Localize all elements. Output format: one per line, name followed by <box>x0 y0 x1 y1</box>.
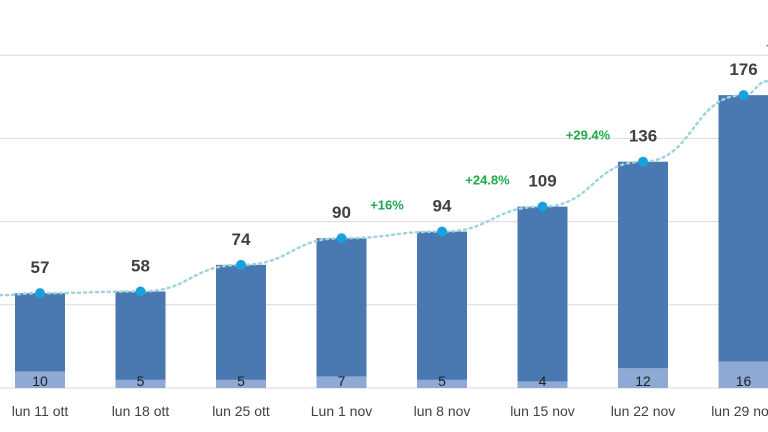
bar-total <box>115 291 166 388</box>
total-label: 94 <box>433 197 452 216</box>
x-tick-label: lun 15 nov <box>510 403 575 419</box>
trend-marker <box>738 90 749 101</box>
inner-label: 16 <box>736 373 752 389</box>
x-tick-label: Lun 1 nov <box>311 403 373 419</box>
x-tick-label: lun 8 nov <box>414 403 471 419</box>
total-label: 109 <box>528 172 556 191</box>
bar-inner <box>216 379 266 388</box>
bar-inner <box>417 379 467 388</box>
growth-label: +24.8% <box>465 173 510 188</box>
inner-label: 5 <box>438 373 446 389</box>
inner-label: 5 <box>237 373 245 389</box>
inner-label: 10 <box>32 373 48 389</box>
trend-line <box>0 79 768 299</box>
growth-label: +1 <box>766 38 768 53</box>
bar-total <box>316 238 367 388</box>
bar-total <box>718 95 768 389</box>
total-label: 74 <box>232 230 251 249</box>
trend-marker <box>437 226 447 237</box>
trend-marker <box>336 233 347 244</box>
total-label: 57 <box>31 258 50 277</box>
x-tick-label: lun 22 nov <box>611 403 676 419</box>
bar-inner <box>517 381 568 388</box>
bar-total <box>216 264 266 388</box>
total-label: 90 <box>332 203 351 222</box>
bar-total <box>417 231 467 388</box>
total-label: 58 <box>131 256 150 275</box>
x-tick-label: lun 25 ott <box>212 403 270 419</box>
x-tick-label: lun 18 ott <box>112 403 170 419</box>
bar-inner <box>316 376 367 388</box>
inner-label: 12 <box>635 373 651 389</box>
trend-marker <box>236 259 246 270</box>
total-label: 136 <box>629 127 657 146</box>
trend-path <box>0 79 768 297</box>
growth-label: +29.4% <box>566 128 611 143</box>
x-tick-label: lun 11 ott <box>12 403 69 419</box>
bar-total <box>618 161 668 388</box>
trend-marker <box>135 286 146 297</box>
x-axis-ticks: lun 11 ott lun 18 ott lun 25 ott Lun 1 nov l… <box>12 403 768 419</box>
bar-inner <box>718 361 768 388</box>
bars <box>15 95 768 389</box>
data-labels: 57 10 58 5 74 5 90 7 94 5 +16% 109 4 +24.8% 136 12 +29.4… <box>31 38 768 389</box>
growth-label: +16% <box>370 198 404 213</box>
trend-marker <box>638 156 648 167</box>
inner-label: 5 <box>137 373 145 389</box>
bar-inner <box>618 368 668 388</box>
inner-label: 4 <box>539 373 547 389</box>
trend-marker <box>537 201 548 212</box>
total-label: 176 <box>729 60 757 79</box>
trend-marker <box>35 288 45 299</box>
inner-label: 7 <box>338 373 346 389</box>
bar-inner <box>115 379 166 388</box>
bar-total <box>517 206 568 388</box>
x-tick-label: lun 29 nov <box>711 403 768 419</box>
bar-inner <box>15 371 65 388</box>
